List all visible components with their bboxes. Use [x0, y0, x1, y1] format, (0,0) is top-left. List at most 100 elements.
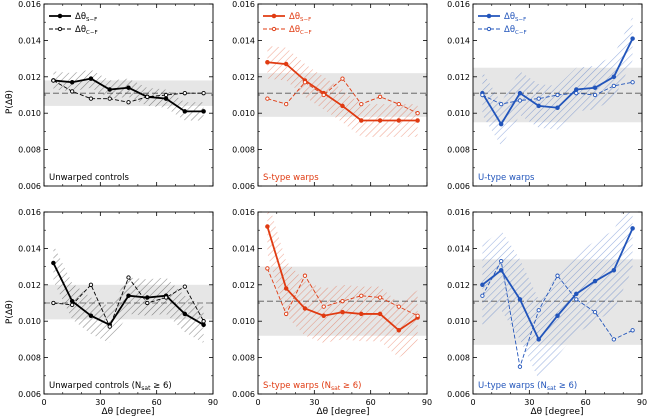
panel-label: S-type warps — [263, 173, 319, 183]
x-tick-label: 0 — [255, 398, 260, 407]
plot-area — [258, 45, 427, 137]
x-tick-label: 0 — [41, 398, 46, 407]
x-tick-label: 90 — [208, 398, 218, 407]
point-dashed — [415, 313, 420, 318]
y-tick-label: 0.016 — [232, 0, 255, 9]
point-dashed — [396, 101, 401, 107]
point-dashed — [284, 311, 289, 317]
y-tick-label: 0.008 — [447, 354, 470, 363]
point-solid — [69, 80, 75, 85]
x-tick-label: 90 — [637, 398, 647, 407]
point-solid — [182, 109, 188, 114]
point-solid — [201, 322, 206, 328]
point-solid — [611, 267, 617, 273]
point-solid — [69, 298, 75, 304]
point-dashed — [70, 89, 75, 94]
point-solid — [126, 293, 131, 298]
y-tick-label: 0.010 — [18, 317, 41, 326]
point-dashed — [265, 266, 270, 271]
panel-6: 0 30 60 90 0.006 0.008 0.010 0.012 0.014 0.016 U-t… — [447, 208, 647, 407]
x-tick-label: 90 — [422, 398, 432, 407]
point-solid — [145, 295, 150, 300]
x-tick-label: 60 — [152, 398, 162, 407]
point-dashed — [321, 92, 326, 98]
point-dashed — [611, 83, 616, 89]
point-solid — [536, 103, 541, 109]
y-tick-label: 0.008 — [18, 146, 41, 155]
point-dashed — [480, 92, 485, 98]
point-dashed — [340, 299, 345, 304]
point-dashed — [51, 300, 56, 306]
point-dashed — [611, 337, 616, 342]
plot-area — [473, 16, 642, 146]
point-solid — [88, 76, 94, 81]
point-solid — [359, 311, 364, 317]
x-axis-label-3: Δθ [degree] — [530, 407, 583, 417]
y-axis-label-top: P(Δθ) — [5, 90, 15, 114]
y-tick-label: 0.016 — [232, 208, 255, 217]
error-envelope — [53, 69, 204, 121]
point-dashed — [517, 364, 523, 369]
panel-label: U-type warps (Nsat ≥ 6) — [478, 381, 577, 392]
y-tick-label: 0.012 — [447, 73, 470, 82]
panel-label-suffix: ≥ 6) — [340, 381, 361, 391]
point-solid — [574, 87, 579, 92]
panel-label-subscript: sat — [547, 385, 557, 392]
legend-label-solid: ΔθS−F — [75, 12, 97, 23]
point-solid — [340, 309, 345, 315]
point-solid — [630, 36, 635, 41]
point-dashed — [201, 91, 206, 96]
x-tick-label: 0 — [470, 398, 475, 407]
plot-area — [473, 212, 642, 380]
panel-3: 0.006 0.008 0.010 0.012 0.014 0.016 U-type war… — [447, 0, 643, 191]
point-solid — [377, 118, 383, 123]
y-tick-label: 0.010 — [447, 317, 470, 326]
error-envelope — [267, 212, 418, 358]
panel-label-subscript: sat — [331, 385, 341, 392]
panel-label: U-type warps — [478, 173, 535, 183]
legend-subscript: C−F — [515, 30, 527, 36]
point-solid — [163, 96, 169, 101]
series-dashed-line — [481, 259, 633, 367]
point-solid — [201, 109, 206, 114]
point-dashed — [126, 275, 131, 280]
point-dashed — [499, 101, 504, 107]
point-dashed — [555, 273, 560, 278]
legend: ΔθS−F ΔθC−F — [263, 12, 312, 36]
point-solid — [321, 313, 326, 318]
legend-subscript: S−F — [300, 17, 311, 23]
point-dashed — [377, 94, 383, 99]
point-dashed — [480, 293, 485, 298]
y-tick-label: 0.012 — [447, 281, 470, 290]
point-solid — [51, 260, 56, 266]
y-tick-label: 0.008 — [232, 354, 255, 363]
point-dashed — [70, 302, 75, 307]
panel-label-suffix: ≥ 6) — [150, 381, 171, 391]
point-solid — [396, 328, 402, 333]
point-dashed — [182, 284, 187, 289]
point-solid — [107, 87, 112, 92]
point-dashed — [107, 96, 112, 101]
point-dashed — [163, 92, 169, 98]
legend-label-dashed: ΔθC−F — [75, 25, 98, 36]
y-tick-label: 0.012 — [232, 281, 255, 290]
panel-2: 0.006 0.008 0.010 0.012 0.014 0.016 S-type war… — [232, 0, 428, 191]
point-dashed — [630, 80, 635, 85]
point-solid — [498, 121, 504, 127]
y-tick-label: 0.006 — [18, 182, 41, 191]
point-solid — [126, 85, 131, 90]
legend-subscript: C−F — [300, 30, 312, 36]
y-tick-label: 0.016 — [18, 0, 41, 9]
x-tick-label: 60 — [366, 398, 376, 407]
legend-marker-dashed — [271, 26, 277, 32]
panel-4: 0 30 60 90 0.006 0.008 0.010 0.012 0.014 0.016 Unw… — [18, 208, 218, 407]
x-axis-label-1: Δθ [degree] — [101, 407, 154, 417]
point-solid — [592, 85, 598, 90]
point-dashed — [592, 309, 598, 315]
y-tick-label: 0.010 — [232, 109, 255, 118]
legend-marker-dashed — [486, 26, 492, 32]
point-dashed — [321, 304, 326, 309]
y-tick-label: 0.014 — [18, 36, 41, 45]
point-dashed — [630, 328, 635, 333]
legend-marker-solid — [271, 13, 277, 19]
